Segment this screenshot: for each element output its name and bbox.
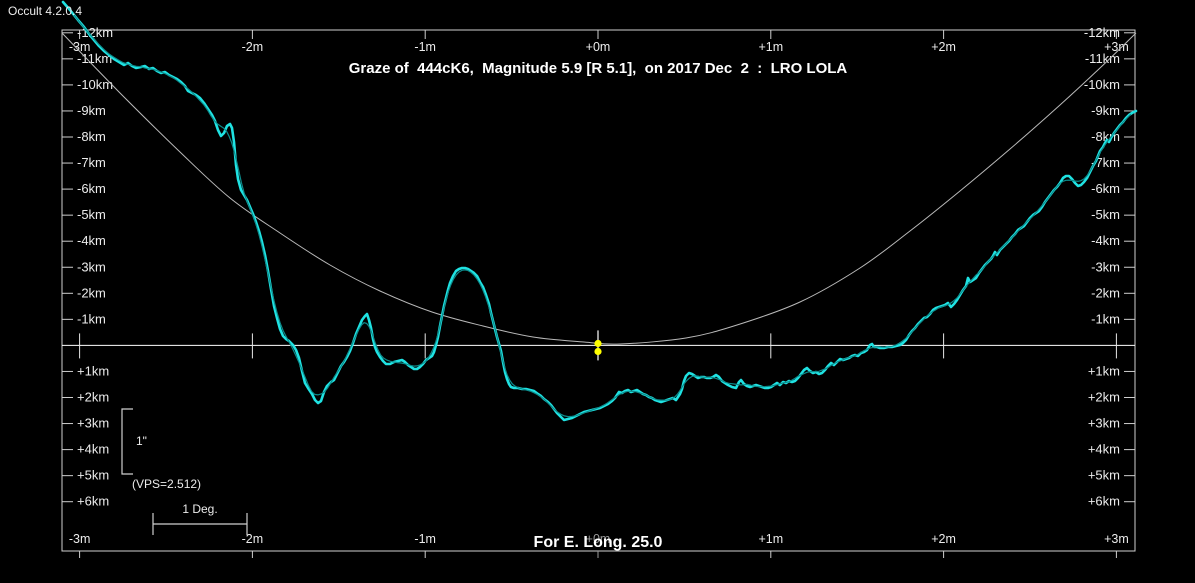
bottom-axis-tick-label: -1m <box>414 532 436 546</box>
right-axis-tick-label: -7km <box>1091 155 1120 170</box>
longitude-caption: For E. Long. 25.0 <box>533 534 663 551</box>
left-axis-tick-label: -11km <box>77 51 112 66</box>
right-axis-tick-label: -4km <box>1091 233 1120 248</box>
bottom-axis-tick-label: -2m <box>242 532 264 546</box>
arcsec-scale-bracket <box>121 408 133 475</box>
right-axis-tick-label: -3km <box>1091 259 1120 274</box>
chart-frame <box>61 29 1136 552</box>
right-axis-tick-label: +6km <box>1088 494 1120 509</box>
left-axis-tick-label: -2km <box>77 285 106 300</box>
left-axis-tick-label: -3km <box>77 259 106 274</box>
right-axis-tick-label: +1km <box>1088 363 1120 378</box>
top-axis-tick-label: +0m <box>586 40 611 54</box>
left-axis-tick-label: +3km <box>77 416 109 431</box>
right-axis-tick-label: -12km <box>1084 25 1120 40</box>
left-axis-tick-label: +2km <box>77 390 109 405</box>
left-axis-tick-label: +5km <box>77 468 109 483</box>
left-axis-tick-label: +6km <box>77 494 109 509</box>
right-axis-tick-label: -1km <box>1091 311 1120 326</box>
bottom-axis-tick-label: +0m <box>586 532 611 546</box>
left-axis-tick-label: -7km <box>77 155 106 170</box>
left-axis-tick-label: +4km <box>77 442 109 457</box>
bottom-axis-tick-label: +3m <box>1104 532 1129 546</box>
top-axis-tick-label: +2m <box>931 40 956 54</box>
right-axis-tick-label: -10km <box>1084 77 1120 92</box>
limb-profile-smoothed-curve <box>73 14 1132 418</box>
top-axis-tick-label: -3m <box>69 40 91 54</box>
left-axis-tick-label: -8km <box>77 129 106 144</box>
left-axis-tick-label: -4km <box>77 233 106 248</box>
left-axis-tick-label: -6km <box>77 181 106 196</box>
bottom-axis-tick-label: +1m <box>758 532 783 546</box>
top-axis-tick-label: +3m <box>1104 40 1129 54</box>
right-axis-tick-label: +2km <box>1088 390 1120 405</box>
top-axis-tick-label: -2m <box>242 40 264 54</box>
chart-title: Graze of 444cK6, Magnitude 5.9 [R 5.1], … <box>348 60 848 77</box>
right-axis-tick-label: +3km <box>1088 416 1120 431</box>
left-axis-tick-label: -5km <box>77 207 106 222</box>
right-axis-tick-label: +5km <box>1088 468 1120 483</box>
right-axis-tick-label: -11km <box>1085 51 1120 66</box>
app-version-label: Occult 4.2.0.4 <box>8 4 83 18</box>
right-axis-tick-label: -6km <box>1091 181 1120 196</box>
bottom-axis-tick-label: +2m <box>931 532 956 546</box>
top-axis-tick-label: -1m <box>414 40 436 54</box>
mean-limb-curve <box>61 32 1137 345</box>
left-axis-tick-label: -10km <box>77 77 113 92</box>
left-axis-tick-label: -9km <box>77 103 106 118</box>
vps-scale-label: (VPS=2.512) <box>132 477 202 491</box>
graze-event-marker-dot <box>594 339 602 348</box>
top-axis-tick-label: +1m <box>758 40 783 54</box>
bottom-axis-tick-label: -3m <box>69 532 91 546</box>
right-axis-tick-label: +4km <box>1088 442 1120 457</box>
degree-scale-label: 1 Deg. <box>182 502 218 516</box>
right-axis-tick-label: -2km <box>1091 285 1120 300</box>
graze-event-marker-dot <box>594 347 602 356</box>
right-axis-tick-label: -9km <box>1091 103 1120 118</box>
left-axis-tick-label: -1km <box>77 311 106 326</box>
left-axis-tick-label: +1km <box>77 363 109 378</box>
arcsec-scale-label: 1" <box>136 434 147 448</box>
right-axis-tick-label: -5km <box>1091 207 1120 222</box>
